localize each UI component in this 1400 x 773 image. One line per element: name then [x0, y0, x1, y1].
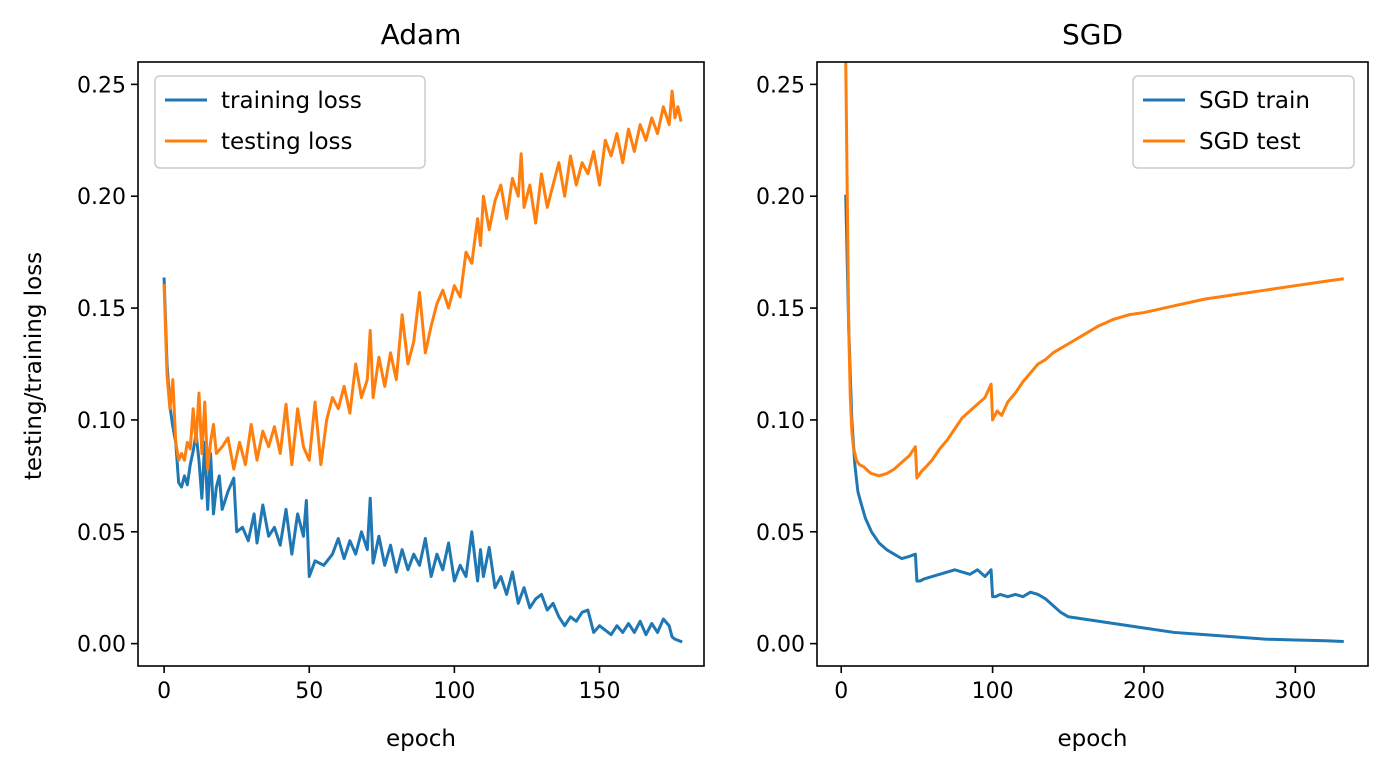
y-tick-label: 0.00: [756, 633, 805, 658]
series-line-0: [162, 277, 683, 644]
y-tick-label: 0.00: [77, 633, 126, 658]
legend-label: training loss: [221, 88, 362, 114]
x-tick-label: 100: [433, 679, 475, 704]
y-tick-label: 0.25: [77, 73, 126, 98]
legend-label: testing loss: [221, 129, 352, 155]
x-tick-label: 300: [1274, 679, 1316, 704]
x-tick-label: 0: [834, 679, 848, 704]
legend-label: SGD train: [1199, 88, 1310, 114]
panel-title: SGD: [1062, 18, 1123, 51]
x-tick-label: 200: [1123, 679, 1165, 704]
x-tick-label: 150: [579, 679, 621, 704]
series-line-1: [844, 62, 1344, 480]
legend-box: [1132, 75, 1355, 169]
legend-label: SGD test: [1199, 129, 1301, 155]
series-line-0: [844, 194, 1344, 643]
x-tick-label: 0: [157, 679, 171, 704]
y-tick-label: 0.20: [77, 185, 126, 210]
series-lines: [162, 89, 683, 644]
legend-box: [154, 75, 426, 169]
x-axis-label: epoch: [1057, 726, 1127, 752]
axes-frame: [137, 61, 705, 667]
shared-ylabel: testing/training loss: [21, 252, 47, 480]
y-tick-label: 0.10: [77, 409, 126, 434]
axes-frame: [816, 61, 1369, 667]
series-lines: [844, 62, 1344, 643]
y-tick-label: 0.10: [756, 409, 805, 434]
y-tick-label: 0.15: [756, 297, 805, 322]
y-tick-label: 0.05: [77, 521, 126, 546]
x-tick-label: 100: [972, 679, 1014, 704]
x-tick-label: 50: [295, 679, 323, 704]
legend: SGD train SGD test: [1132, 75, 1355, 169]
legend: training loss testing loss: [154, 75, 426, 169]
y-tick-label: 0.20: [756, 185, 805, 210]
series-line-1: [162, 89, 683, 471]
y-tick-label: 0.05: [756, 521, 805, 546]
adam-panel: 0 50 100 150 0.00 0.05 0.10 0.15 0.20 0.25 Adam epo…: [77, 18, 705, 752]
y-tick-label: 0.25: [756, 73, 805, 98]
x-axis-label: epoch: [386, 726, 456, 752]
sgd-panel: 0 100 200 300 0.00 0.05 0.10 0.15 0.20 0.25 SGD epo…: [756, 18, 1369, 752]
panel-title: Adam: [381, 18, 462, 51]
y-tick-label: 0.15: [77, 297, 126, 322]
